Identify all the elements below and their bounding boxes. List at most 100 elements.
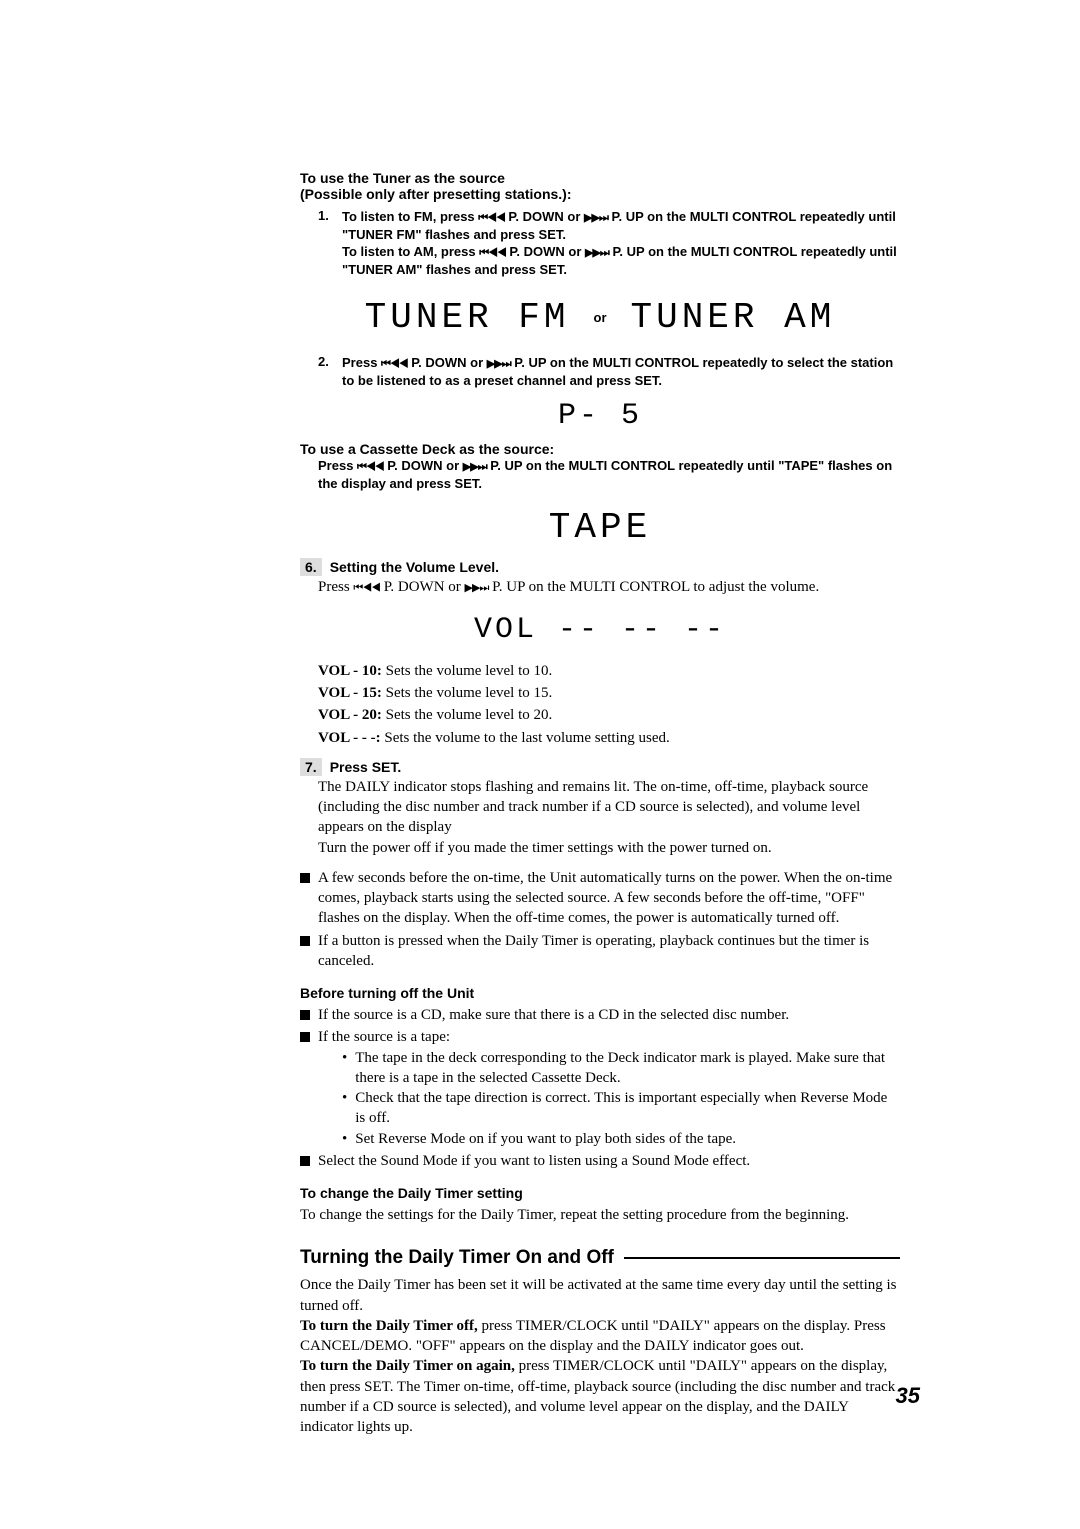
text: If the source is a tape: •The tape in th… bbox=[318, 1027, 900, 1149]
list-item: If the source is a tape: •The tape in th… bbox=[300, 1027, 900, 1149]
display-fm: TUNER FM bbox=[365, 297, 570, 338]
text: P. DOWN or bbox=[506, 244, 585, 259]
vol-item: VOL - 15: Sets the volume level to 15. bbox=[318, 683, 900, 703]
step7-p2: Turn the power off if you made the timer… bbox=[318, 838, 900, 858]
onoff-p3: To turn the Daily Timer on again, press … bbox=[300, 1356, 900, 1437]
text: Check that the tape direction is correct… bbox=[355, 1088, 900, 1129]
text: P. DOWN or bbox=[384, 458, 463, 473]
text: P. UP on the MULTI CONTROL to adjust the… bbox=[488, 579, 819, 595]
prev-icon: ⏮◀◀ bbox=[479, 247, 506, 259]
step7-p1: The DAILY indicator stops flashing and r… bbox=[318, 777, 900, 838]
text: To listen to AM, press bbox=[342, 244, 479, 259]
list-item: Select the Sound Mode if you want to lis… bbox=[300, 1151, 900, 1171]
step-number-badge: 6. bbox=[300, 558, 322, 576]
step-number: 2. bbox=[318, 354, 334, 389]
square-bullet-icon bbox=[300, 1010, 310, 1020]
prev-icon: ⏮◀◀ bbox=[357, 461, 384, 473]
square-bullet-icon bbox=[300, 873, 310, 883]
display-text: TAPE bbox=[549, 507, 651, 548]
step-7: 7. Press SET. The DAILY indicator stops … bbox=[300, 758, 900, 858]
square-bullet-icon bbox=[300, 1156, 310, 1166]
bold-lead: To turn the Daily Timer on again, bbox=[300, 1358, 519, 1374]
text: P. DOWN or bbox=[505, 209, 584, 224]
step-title: Press SET. bbox=[330, 759, 402, 775]
next-icon: ▶▶⏭ bbox=[487, 358, 511, 370]
page-number: 35 bbox=[896, 1383, 920, 1409]
or-label: or bbox=[594, 310, 607, 325]
note-item: A few seconds before the on-time, the Un… bbox=[300, 868, 900, 929]
note-text: If a button is pressed when the Daily Ti… bbox=[318, 931, 900, 972]
display-tuner: TUNER FM or TUNER AM bbox=[300, 297, 900, 338]
onoff-heading-row: Turning the Daily Timer On and Off bbox=[300, 1247, 900, 1269]
text: Press bbox=[342, 355, 381, 370]
vol-key: VOL - 10: bbox=[318, 663, 386, 679]
before-off-list: If the source is a CD, make sure that th… bbox=[300, 1005, 900, 1171]
notes-list: A few seconds before the on-time, the Un… bbox=[300, 868, 900, 971]
next-icon: ▶▶⏭ bbox=[585, 247, 609, 259]
next-icon: ▶▶⏭ bbox=[463, 461, 487, 473]
display-vol: VOL -- -- -- bbox=[300, 613, 900, 647]
vol-list: VOL - 10: Sets the volume level to 10. V… bbox=[318, 661, 900, 748]
vol-key: VOL - - -: bbox=[318, 730, 384, 746]
note-text: A few seconds before the on-time, the Un… bbox=[318, 868, 900, 929]
text: Press bbox=[318, 579, 353, 595]
bold-lead: To turn the Daily Timer off, bbox=[300, 1318, 482, 1334]
step-title: Setting the Volume Level. bbox=[330, 559, 499, 575]
text: If the source is a tape: bbox=[318, 1029, 450, 1045]
vol-item: VOL - 20: Sets the volume level to 20. bbox=[318, 705, 900, 725]
display-tape: TAPE bbox=[300, 507, 900, 548]
text: If the source is a CD, make sure that th… bbox=[318, 1005, 789, 1025]
onoff-p1: Once the Daily Timer has been set it wil… bbox=[300, 1275, 900, 1316]
step6-body: Press ⏮◀◀ P. DOWN or ▶▶⏭ P. UP on the MU… bbox=[318, 577, 900, 597]
change-timer-body: To change the settings for the Daily Tim… bbox=[300, 1205, 900, 1225]
text: Set Reverse Mode on if you want to play … bbox=[355, 1129, 736, 1149]
tuner-step-2: 2. Press ⏮◀◀ P. DOWN or ▶▶⏭ P. UP on the… bbox=[318, 354, 900, 389]
display-am: TUNER AM bbox=[631, 297, 836, 338]
display-text: P- 5 bbox=[558, 399, 642, 433]
step-number-badge: 7. bbox=[300, 758, 322, 776]
onoff-heading: Turning the Daily Timer On and Off bbox=[300, 1247, 614, 1269]
tuner-step-1: 1. To listen to FM, press ⏮◀◀ P. DOWN or… bbox=[318, 208, 900, 279]
before-off-heading: Before turning off the Unit bbox=[300, 985, 900, 1001]
vol-key: VOL - 20: bbox=[318, 707, 386, 723]
text: P. DOWN or bbox=[380, 579, 465, 595]
cassette-body: Press ⏮◀◀ P. DOWN or ▶▶⏭ P. UP on the MU… bbox=[318, 457, 900, 492]
onoff-p2: To turn the Daily Timer off, press TIMER… bbox=[300, 1316, 900, 1357]
text: Select the Sound Mode if you want to lis… bbox=[318, 1151, 750, 1171]
bullet-icon: • bbox=[342, 1088, 347, 1129]
vol-desc: Sets the volume level to 10. bbox=[386, 663, 553, 679]
display-preset: P- 5 bbox=[300, 399, 900, 433]
text: To listen to FM, press bbox=[342, 209, 478, 224]
vol-desc: Sets the volume level to 15. bbox=[386, 685, 553, 701]
note-item: If a button is pressed when the Daily Ti… bbox=[300, 931, 900, 972]
vol-desc: Sets the volume level to 20. bbox=[386, 707, 553, 723]
vol-item: VOL - - -: Sets the volume to the last v… bbox=[318, 728, 900, 748]
square-bullet-icon bbox=[300, 936, 310, 946]
tuner-heading-2: (Possible only after presetting stations… bbox=[300, 186, 900, 202]
step-body: To listen to FM, press ⏮◀◀ P. DOWN or ▶▶… bbox=[342, 208, 900, 279]
text: The tape in the deck corresponding to th… bbox=[355, 1048, 900, 1089]
vol-item: VOL - 10: Sets the volume level to 10. bbox=[318, 661, 900, 681]
display-text: VOL -- -- -- bbox=[474, 613, 726, 647]
step-number: 1. bbox=[318, 208, 334, 279]
square-bullet-icon bbox=[300, 1032, 310, 1042]
prev-icon: ⏮◀◀ bbox=[478, 212, 505, 224]
heading-rule bbox=[624, 1257, 900, 1259]
step-6: 6. Setting the Volume Level. Press ⏮◀◀ P… bbox=[300, 558, 900, 597]
prev-icon: ⏮◀◀ bbox=[381, 358, 408, 370]
bullet-icon: • bbox=[342, 1048, 347, 1089]
cassette-heading: To use a Cassette Deck as the source: bbox=[300, 441, 900, 457]
step-body: Press ⏮◀◀ P. DOWN or ▶▶⏭ P. UP on the MU… bbox=[342, 354, 900, 389]
vol-desc: Sets the volume to the last volume setti… bbox=[384, 730, 669, 746]
list-item: If the source is a CD, make sure that th… bbox=[300, 1005, 900, 1025]
page-content: To use the Tuner as the source (Possible… bbox=[300, 170, 900, 1437]
next-icon: ▶▶⏭ bbox=[465, 582, 489, 594]
text: Press bbox=[318, 458, 357, 473]
change-timer-heading: To change the Daily Timer setting bbox=[300, 1185, 900, 1201]
tuner-heading-1: To use the Tuner as the source bbox=[300, 170, 900, 186]
vol-key: VOL - 15: bbox=[318, 685, 386, 701]
bullet-icon: • bbox=[342, 1129, 347, 1149]
text: P. DOWN or bbox=[408, 355, 487, 370]
next-icon: ▶▶⏭ bbox=[584, 212, 608, 224]
prev-icon: ⏮◀◀ bbox=[353, 582, 380, 594]
